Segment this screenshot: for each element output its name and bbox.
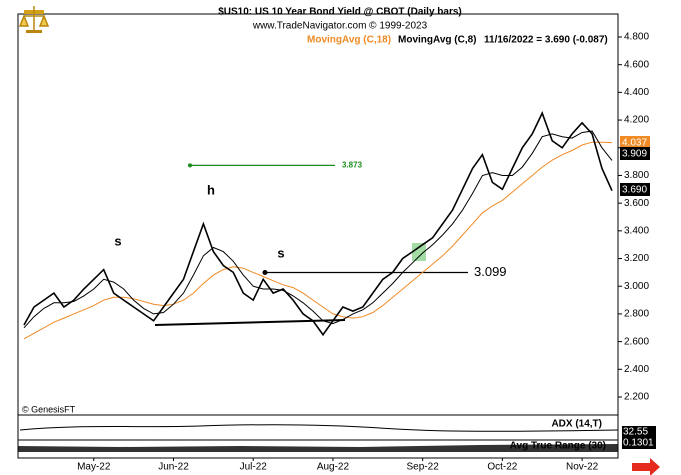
level-dot (188, 163, 192, 168)
chart-subtitle: www.TradeNavigator.com © 1999-2023 (252, 21, 428, 32)
indicator-value: 0.1301 (623, 438, 654, 449)
y-tick-label: 2.600 (624, 336, 649, 347)
pattern-annotation: s (277, 245, 284, 260)
y-tick-label: 3.800 (624, 170, 649, 181)
x-tick-label: Nov-22 (566, 462, 599, 473)
copyright: © GenesisFT (22, 404, 76, 414)
legend-entry: MovingAvg (C,8) (398, 35, 477, 46)
price-tag-label: 4.037 (622, 138, 647, 149)
level-label: 3.099 (474, 264, 507, 279)
y-tick-label: 3.200 (624, 253, 649, 264)
atr-area (18, 444, 618, 452)
pattern-annotation: h (207, 182, 215, 197)
x-tick-label: Jul-22 (240, 462, 268, 473)
y-tick-label: 2.200 (624, 392, 649, 403)
indicator-tag (622, 426, 656, 438)
indicator-name: Avg True Range (30) (510, 441, 606, 452)
chart-title: $US10: US 10 Year Bond Yield @ CBOT (Dai… (218, 7, 462, 18)
price-tag (620, 183, 650, 196)
price-tag-label: 3.909 (622, 149, 647, 160)
x-tick-label: Jun-22 (158, 462, 189, 473)
y-tick-label: 3.000 (624, 281, 649, 292)
y-tick-label: 2.800 (624, 309, 649, 320)
plot-frame (17, 13, 619, 459)
logo (18, 6, 50, 33)
x-tick-label: May-22 (77, 462, 111, 473)
highlight (412, 243, 426, 261)
legend-entry: MovingAvg (C,18) (307, 35, 391, 46)
indicator-tag (622, 437, 656, 449)
moving-average-line (23, 141, 613, 340)
y-tick-label: 4.400 (624, 87, 649, 98)
pattern-annotation: s (114, 233, 121, 248)
y-tick-label: 4.800 (624, 32, 649, 43)
scroll-arrow[interactable] (632, 458, 660, 475)
y-tick-label: 4.200 (624, 115, 649, 126)
level-label: 3.873 (342, 160, 363, 169)
x-tick-label: Oct-22 (487, 462, 517, 473)
y-tick-label: 3.400 (624, 225, 649, 236)
y-tick-label: 4.600 (624, 59, 649, 70)
y-tick-label: 3.600 (624, 198, 649, 209)
level-dot (262, 270, 268, 276)
price-line (23, 111, 613, 337)
price-tag (620, 136, 650, 149)
x-tick-label: Sep-22 (407, 462, 440, 473)
indicator-name: ADX (14,T) (551, 419, 602, 430)
y-tick-label: 2.400 (624, 364, 649, 375)
price-tag-label: 3.690 (622, 185, 647, 196)
adx-line (19, 424, 619, 432)
legend-note: 11/16/2022 = 3.690 (-0.087) (484, 35, 608, 46)
moving-average-line (23, 130, 613, 329)
price-tag (620, 147, 650, 160)
indicator-value: 32.55 (623, 427, 648, 438)
x-tick-label: Aug-22 (317, 462, 350, 473)
